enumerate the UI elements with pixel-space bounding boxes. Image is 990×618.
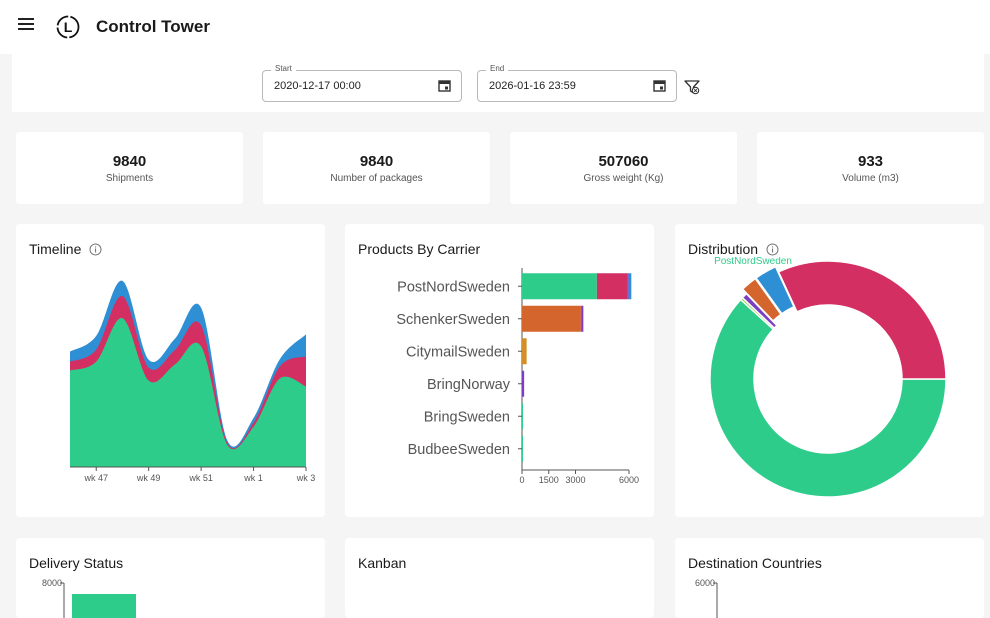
stat-value: 507060 [598,153,649,170]
timeline-card: Timeline wk 47 wk 49 wk 51 wk 1 wk 3 [16,224,325,517]
bar-segment [522,305,581,332]
stat-card-packages: 9840 Number of packages [263,132,490,204]
start-date-label: Start [271,64,296,73]
kanban-card: Kanban [345,538,654,618]
stat-caption: Shipments [105,173,154,184]
stat-card-volume: 933 Volume (m3) [757,132,984,204]
slice-crimson [777,260,947,380]
timeline-chart: wk 47 wk 49 wk 51 wk 1 wk 3 [70,280,316,483]
end-date-value[interactable]: 2026-01-16 23:59 [489,80,576,92]
bar-segment [522,338,527,365]
category-label: BringNorway [427,377,511,393]
axis-label: 6000 [695,578,715,588]
delivery-status-card: Delivery Status 8000 [16,538,325,618]
bar-segment [627,273,629,300]
slice-PostNordSweden [709,298,947,498]
bar-segment [522,370,525,397]
bar-segment [596,273,628,300]
stat-value: 933 [857,153,884,170]
end-date-label: End [486,64,509,73]
destination-chart: 6000 [695,578,718,618]
stat-caption: Volume (m3) [842,173,899,184]
x-tick-label: wk 49 [136,473,161,483]
category-label: CitymailSweden [406,344,510,360]
card-title: Delivery Status [29,555,124,571]
x-tick-label: wk 1 [243,473,263,483]
card-title: Destination Countries [688,555,822,571]
x-tick-label: wk 51 [188,473,213,483]
axis-label: 8000 [42,578,62,588]
distribution-chart: PostNordSweden [709,256,947,498]
stat-card-gross-weight: 507060 Gross weight (Kg) [510,132,737,204]
destination-countries-card: Destination Countries 6000 [675,538,984,618]
stat-caption: Gross weight (Kg) [583,173,664,184]
delivery-bar [72,594,136,618]
slice-purple [741,292,778,330]
x-tick-label: wk 3 [296,473,316,483]
category-label: BudbeeSweden [408,442,510,458]
start-date-value[interactable]: 2020-12-17 00:00 [274,80,361,92]
top-app-bar: L Control Tower [0,0,990,54]
bar-segment [628,273,632,300]
calendar-icon[interactable] [653,79,666,92]
stat-value: 9840 [359,153,394,170]
card-title: Products By Carrier [358,241,481,257]
x-tick-label: 0 [519,475,524,485]
distribution-title: Distribution [688,241,759,257]
svg-text:L: L [64,19,73,35]
stat-caption: Number of packages [330,173,423,184]
area-green [70,318,306,467]
slice-label: PostNordSweden [714,256,792,267]
x-tick-label: 3000 [565,475,585,485]
stat-value: 9840 [112,153,147,170]
stat-card-shipments: 9840 Shipments [16,132,243,204]
start-date-field[interactable]: Start 2020-12-17 00:00 [262,64,462,102]
bar-segment [522,435,523,462]
bar-segment [581,305,584,332]
delivery-status-chart: 8000 [42,578,136,618]
category-label: PostNordSweden [397,279,510,295]
distribution-card: PostNordSweden Distribution [675,224,984,517]
bar-segment [522,403,523,430]
bar-segment [580,305,582,332]
calendar-icon[interactable] [438,79,451,92]
info-icon[interactable] [766,243,779,256]
category-label: SchenkerSweden [396,312,510,328]
bar-segment [522,273,597,300]
carrier-card: Products By Carrier PostNordSweden Schenk… [345,224,654,517]
date-filter-bar: Start 2020-12-17 00:00 End 2026-01-16 23… [12,54,984,112]
app-title: Control Tower [96,17,210,36]
timeline-title: Timeline [29,241,82,257]
x-tick-label: wk 47 [83,473,108,483]
card-title: Kanban [358,555,407,571]
x-tick-label: 6000 [619,475,639,485]
card-title: Timeline [29,241,102,257]
card-title: Distribution [688,241,783,257]
carrier-chart: PostNordSweden SchenkerSweden CitymailSwed… [396,268,639,485]
end-date-field[interactable]: End 2026-01-16 23:59 [477,64,677,102]
menu-icon[interactable] [18,18,34,32]
info-icon[interactable] [89,243,102,256]
clear-filter-icon[interactable] [684,79,700,95]
x-tick-label: 1500 [539,475,559,485]
category-label: BringSweden [424,409,510,425]
slice-orange [741,277,783,322]
logo-icon: L [56,15,80,39]
